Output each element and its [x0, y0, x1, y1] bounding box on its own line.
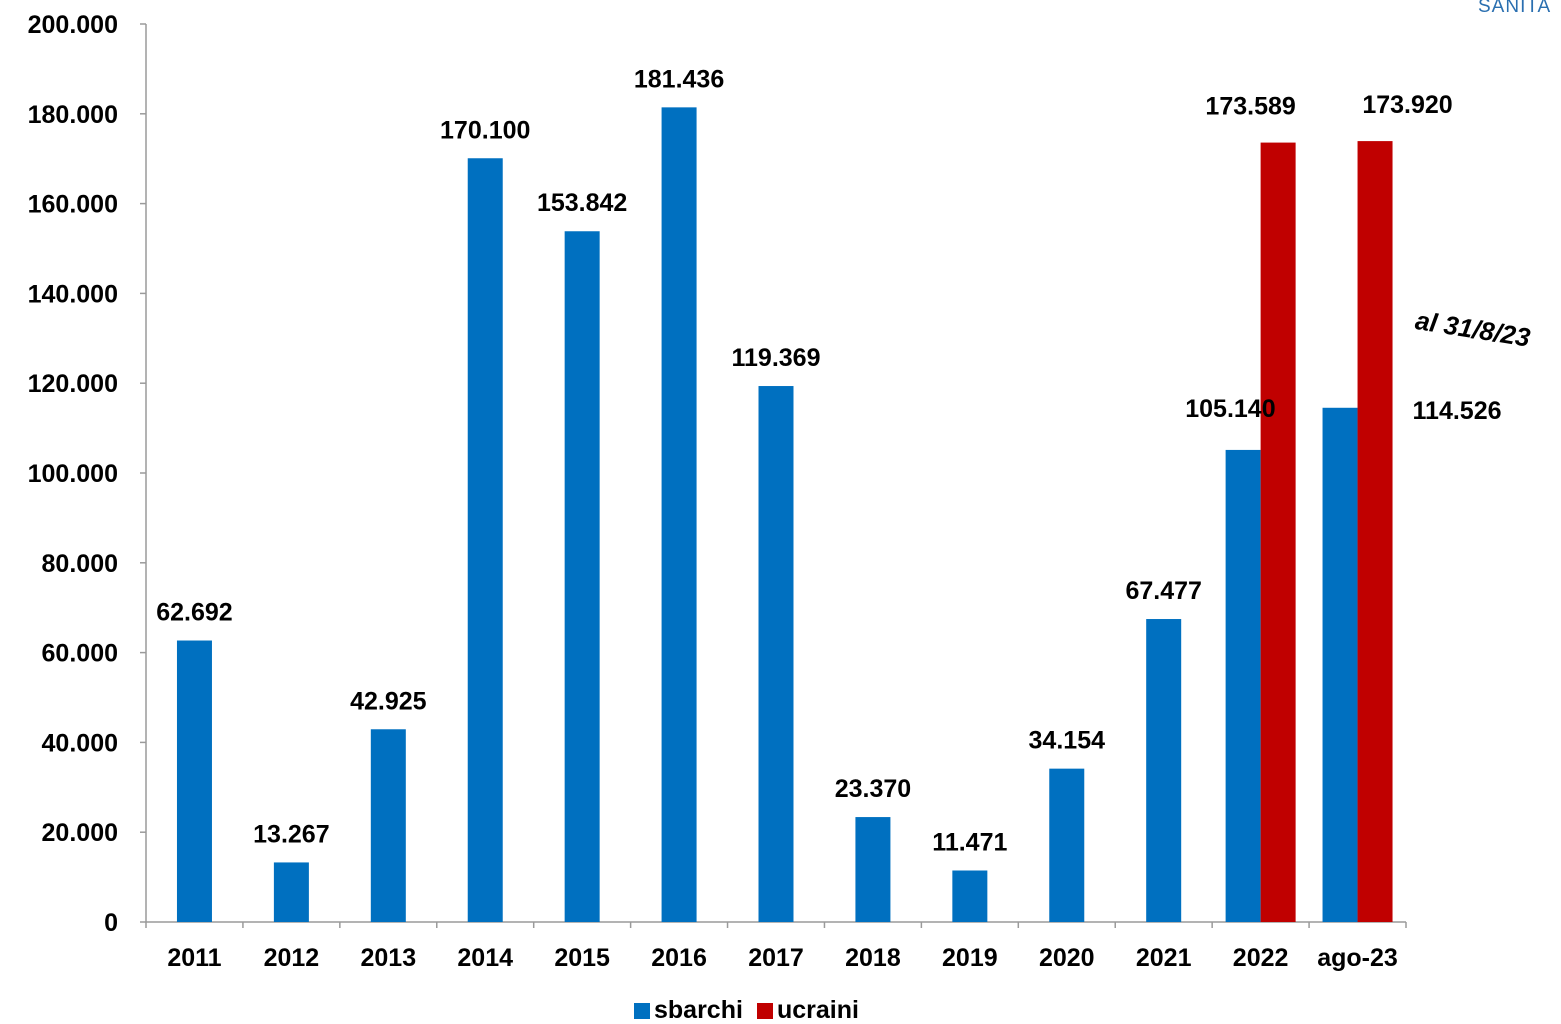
- x-tick-label: 2016: [651, 944, 707, 972]
- bar-sbarchi: [273, 862, 309, 922]
- y-tick-label: 40.000: [42, 729, 118, 757]
- data-label-sbarchi: 13.267: [253, 820, 329, 848]
- legend-swatch-sbarchi: [634, 1002, 650, 1019]
- y-tick-label: 100.000: [28, 460, 118, 488]
- bar-sbarchi: [855, 817, 891, 922]
- legend-swatch-ucraini: [756, 1002, 773, 1019]
- data-label-sbarchi: 34.154: [1029, 727, 1106, 755]
- x-tick-label: 2020: [1039, 944, 1095, 972]
- x-tick-label: 2022: [1233, 944, 1289, 972]
- bar-sbarchi: [370, 729, 406, 922]
- legend-item-ucraini: ucraini: [756, 996, 859, 1024]
- y-tick-label: 120.000: [28, 370, 118, 398]
- data-label-sbarchi: 181.436: [634, 65, 724, 93]
- x-tick-label: 2015: [554, 944, 610, 972]
- x-tick-label: 2012: [264, 944, 320, 972]
- data-label-sbarchi: 153.842: [537, 189, 627, 217]
- y-tick-label: 60.000: [42, 640, 118, 668]
- data-label-sbarchi: 11.471: [932, 828, 1007, 856]
- data-label-sbarchi: 119.369: [732, 344, 821, 372]
- data-label-sbarchi: 67.477: [1125, 577, 1201, 605]
- y-tick-label: 80.000: [42, 550, 118, 578]
- bar-sbarchi: [1049, 768, 1085, 922]
- data-label-ucraini: 173.920: [1362, 91, 1452, 119]
- data-label-ucraini: 173.589: [1205, 93, 1295, 121]
- legend-label-ucraini: ucraini: [776, 996, 859, 1024]
- bar-ucraini: [1357, 141, 1393, 923]
- y-tick-label: 160.000: [28, 191, 118, 219]
- bar-sbarchi: [467, 158, 503, 923]
- x-tick-label: ago-23: [1317, 944, 1398, 972]
- bar-sbarchi: [1225, 449, 1261, 922]
- bar-sbarchi: [661, 107, 697, 923]
- data-label-sbarchi: 170.100: [440, 116, 530, 144]
- y-tick-label: 20.000: [42, 819, 118, 847]
- x-tick-label: 2013: [360, 944, 416, 972]
- bar-sbarchi: [176, 640, 212, 922]
- x-tick-label: 2019: [942, 944, 998, 972]
- data-label-sbarchi: 42.925: [350, 687, 427, 715]
- y-tick-label: 140.000: [28, 280, 118, 308]
- bar-ucraini: [1260, 142, 1296, 922]
- y-tick-label: 200.000: [28, 11, 118, 39]
- bar-sbarchi: [1146, 619, 1182, 922]
- x-tick-label: 2021: [1136, 944, 1192, 972]
- bar-sbarchi: [758, 386, 794, 922]
- corner-logo-text: SANITA: [1478, 0, 1552, 17]
- bar-sbarchi: [1322, 407, 1358, 922]
- x-tick-label: 2018: [845, 944, 901, 972]
- data-label-sbarchi: 62.692: [156, 599, 232, 627]
- x-tick-label: 2011: [167, 944, 221, 972]
- data-label-sbarchi: 114.526: [1413, 397, 1502, 425]
- x-tick-label: 2014: [457, 944, 513, 972]
- legend-label-sbarchi: sbarchi: [654, 996, 743, 1024]
- y-tick-label: 0: [104, 909, 118, 937]
- y-tick-label: 180.000: [28, 101, 118, 129]
- chart-legend: sbarchi ucraini: [634, 996, 859, 1024]
- data-label-sbarchi: 105.140: [1185, 395, 1275, 423]
- bar-sbarchi: [564, 231, 600, 923]
- x-tick-label: 2017: [748, 944, 804, 972]
- legend-item-sbarchi: sbarchi: [634, 996, 743, 1024]
- bar-sbarchi: [952, 870, 988, 922]
- data-label-sbarchi: 23.370: [835, 775, 911, 803]
